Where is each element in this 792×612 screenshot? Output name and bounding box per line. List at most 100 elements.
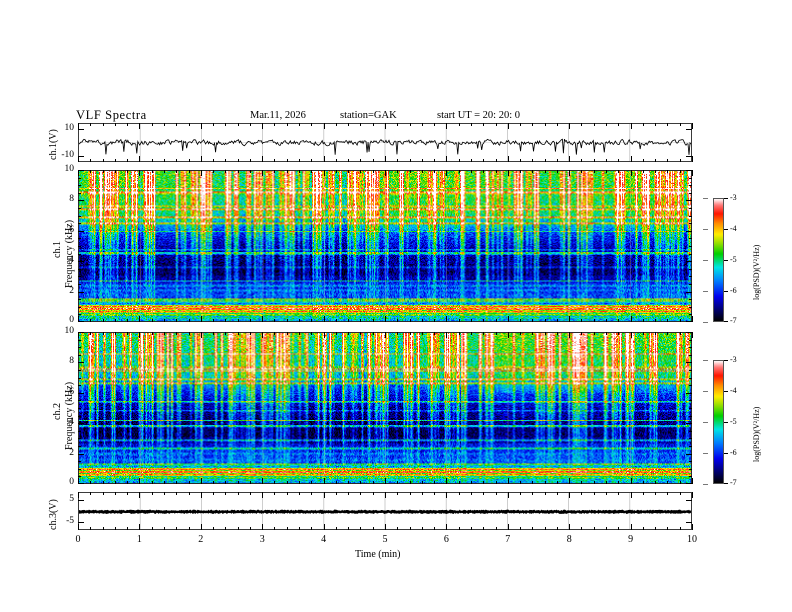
- ch2-colorbar: [713, 360, 724, 484]
- x-major-tick: [324, 316, 325, 322]
- x-minor-tick: [238, 159, 239, 162]
- x-minor-tick: [127, 319, 128, 322]
- x-minor-tick: [103, 481, 104, 484]
- x-major-tick: [139, 478, 140, 484]
- x-minor-tick: [90, 170, 91, 173]
- x-minor-tick: [667, 481, 668, 484]
- ch2-freq-minor-tick: [689, 476, 692, 477]
- x-minor-tick: [680, 492, 681, 495]
- ch2-freq-tick: [686, 393, 692, 394]
- ch1-colorbar-tick: [724, 321, 728, 322]
- x-major-tick: [569, 492, 570, 498]
- ch1-freq-tick-label: 4: [69, 255, 74, 265]
- ch1-freq-minor-tick: [78, 223, 81, 224]
- x-major-tick: [139, 156, 140, 162]
- x-minor-tick: [643, 527, 644, 530]
- ch1-colorbar-tick-label: -6: [730, 286, 737, 295]
- x-minor-tick: [643, 332, 644, 335]
- x-minor-tick: [410, 319, 411, 322]
- x-minor-tick: [176, 170, 177, 173]
- x-minor-tick: [360, 527, 361, 530]
- ch2-freq-tick-label: 0: [69, 477, 74, 487]
- x-minor-tick: [373, 319, 374, 322]
- ch2-colorbar-tick-label: -6: [730, 448, 737, 457]
- x-major-tick: [508, 316, 509, 322]
- ch1-colorbar-title: log(PSD)(V²/Hz): [752, 244, 761, 300]
- x-major-tick: [569, 123, 570, 129]
- x-major-tick: [139, 170, 140, 176]
- x-minor-tick: [422, 170, 423, 173]
- x-minor-tick: [496, 170, 497, 173]
- x-minor-tick: [311, 159, 312, 162]
- ch2-freq-minor-tick: [78, 347, 81, 348]
- x-minor-tick: [422, 527, 423, 530]
- x-minor-tick: [152, 170, 153, 173]
- ch1-freq-minor-tick: [78, 299, 81, 300]
- x-minor-tick: [274, 481, 275, 484]
- x-minor-tick: [459, 492, 460, 495]
- x-major-tick: [569, 524, 570, 530]
- x-minor-tick: [176, 159, 177, 162]
- x-minor-tick: [360, 170, 361, 173]
- x-minor-tick: [434, 527, 435, 530]
- x-minor-tick: [90, 123, 91, 126]
- x-minor-tick: [373, 159, 374, 162]
- x-minor-tick: [176, 527, 177, 530]
- x-major-tick: [631, 492, 632, 498]
- x-minor-tick: [311, 481, 312, 484]
- x-minor-tick: [225, 332, 226, 335]
- x-minor-tick: [373, 170, 374, 173]
- x-major-tick: [385, 170, 386, 176]
- x-major-tick: [78, 123, 79, 129]
- x-major-tick: [201, 156, 202, 162]
- x-minor-tick: [520, 319, 521, 322]
- y-major-tick: [686, 156, 692, 157]
- x-minor-tick: [471, 159, 472, 162]
- x-major-tick: [262, 170, 263, 176]
- x-minor-tick: [557, 332, 558, 335]
- x-minor-tick: [115, 492, 116, 495]
- x-minor-tick: [557, 170, 558, 173]
- x-minor-tick: [238, 481, 239, 484]
- x-major-tick: [262, 524, 263, 530]
- x-minor-tick: [680, 159, 681, 162]
- x-major-tick: [78, 170, 79, 176]
- ch2-freq-tick: [78, 393, 84, 394]
- x-minor-tick: [483, 527, 484, 530]
- x-minor-tick: [189, 332, 190, 335]
- ch2-colorbar-tick-label: -3: [730, 355, 737, 364]
- ch2-colorbar-gradient: [714, 361, 723, 483]
- ch2-freq-tick: [78, 423, 84, 424]
- ch2-freq-tick: [686, 454, 692, 455]
- x-minor-tick: [557, 527, 558, 530]
- x-minor-tick: [238, 492, 239, 495]
- x-minor-tick: [410, 170, 411, 173]
- x-minor-tick: [496, 527, 497, 530]
- x-minor-tick: [336, 123, 337, 126]
- ch1-colorbar-tick: [724, 198, 728, 199]
- x-major-tick: [324, 170, 325, 176]
- x-minor-tick: [299, 527, 300, 530]
- x-minor-tick: [225, 481, 226, 484]
- ch2-freq-minor-tick: [78, 461, 81, 462]
- ch1-colorbar-tick-label: -4: [730, 224, 737, 233]
- x-minor-tick: [360, 123, 361, 126]
- x-major-tick: [631, 156, 632, 162]
- x-minor-tick: [348, 319, 349, 322]
- x-minor-tick: [250, 159, 251, 162]
- x-major-tick: [385, 478, 386, 484]
- x-major-tick: [508, 332, 509, 338]
- x-minor-tick: [594, 123, 595, 126]
- ch2-freq-minor-tick: [689, 355, 692, 356]
- x-minor-tick: [655, 527, 656, 530]
- x-minor-tick: [164, 332, 165, 335]
- x-minor-tick: [287, 332, 288, 335]
- x-minor-tick: [127, 492, 128, 495]
- x-major-tick: [324, 332, 325, 338]
- ch1-freq-minor-tick: [689, 276, 692, 277]
- ch1-spectrogram-panel: [78, 170, 692, 322]
- x-major-tick: [385, 316, 386, 322]
- x-minor-tick: [176, 123, 177, 126]
- ch1-freq-minor-tick: [689, 254, 692, 255]
- x-minor-tick: [594, 492, 595, 495]
